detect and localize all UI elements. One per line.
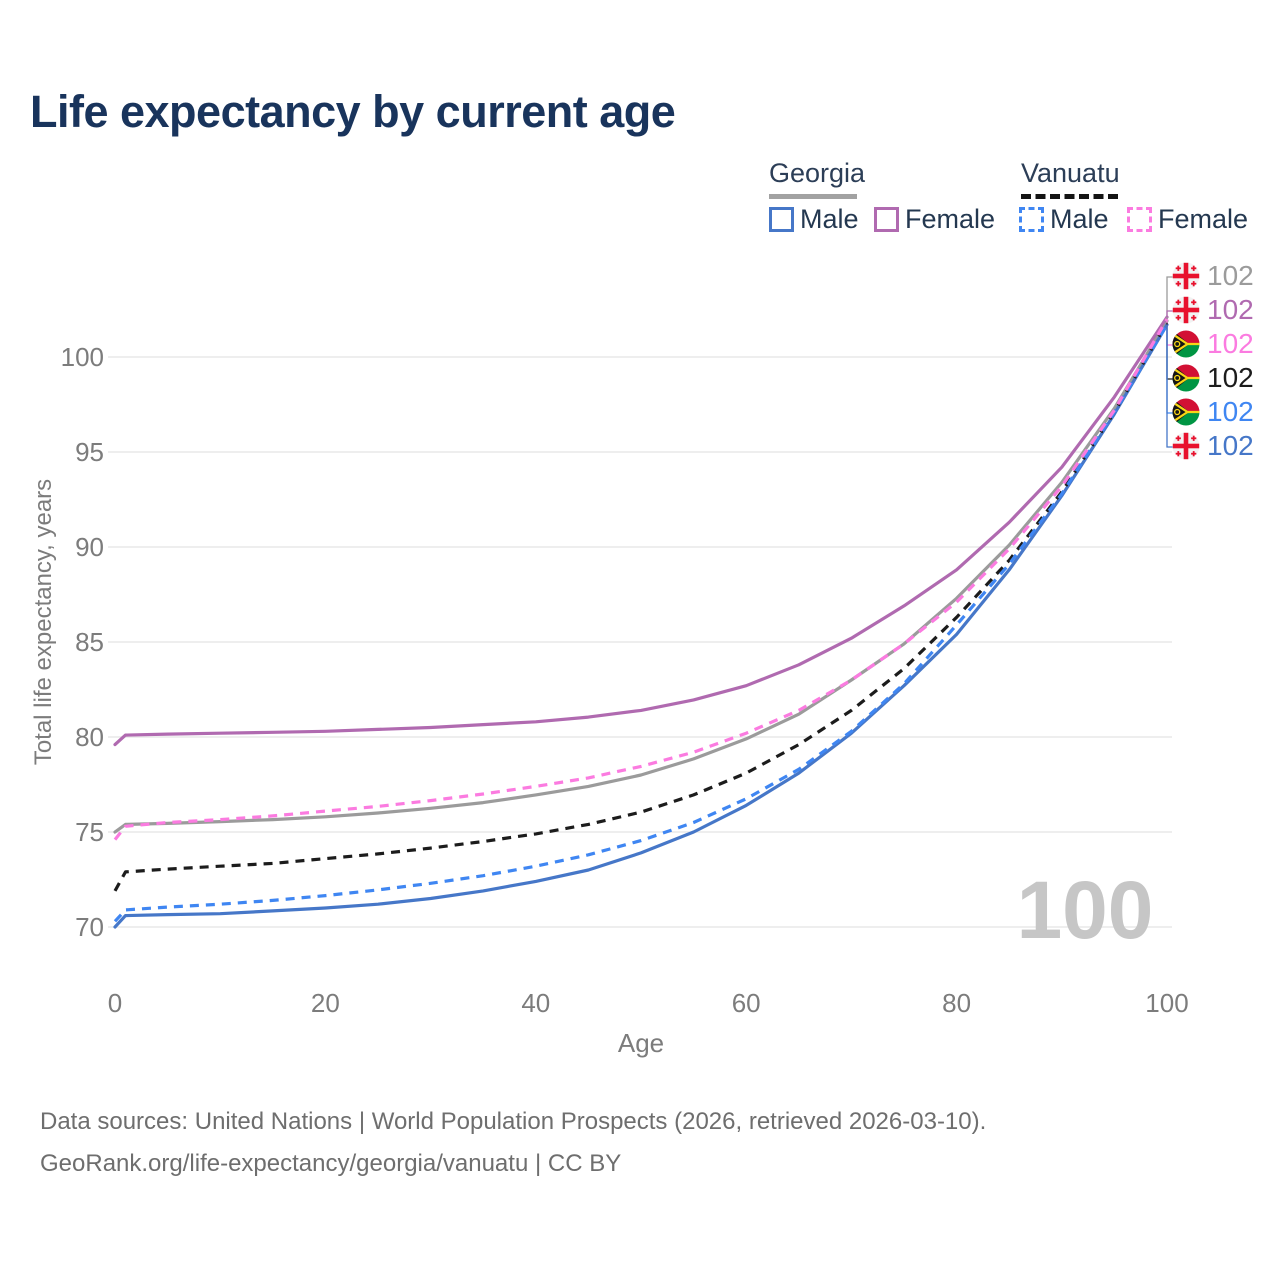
y-tick-label: 95 [75, 437, 104, 467]
vanuatu-male-swatch [1019, 207, 1044, 232]
legend-group-vanuatu[interactable]: Vanuatu [1021, 158, 1120, 199]
page-title: Life expectancy by current age [30, 86, 676, 137]
x-tick-label: 40 [521, 988, 551, 1018]
georgia-female-swatch [874, 207, 899, 232]
legend-item-vanuatu-female[interactable]: Female [1127, 204, 1248, 235]
legend-vanuatu-female-label: Female [1158, 204, 1249, 234]
legend-item-vanuatu-male[interactable]: Male [1019, 204, 1109, 235]
end-label-value: 102 [1207, 328, 1254, 359]
series-line-vanuatu-female [113, 318, 1169, 841]
legend-vanuatu-male-label: Male [1050, 204, 1109, 234]
end-label-georgia-both-sexes: 102 [1172, 260, 1254, 292]
y-tick-label: 90 [75, 532, 104, 562]
legend-item-georgia-male[interactable]: Male [769, 204, 859, 235]
end-label-vanuatu-male: 102 [1172, 396, 1254, 428]
georgia-flag-icon [1172, 296, 1200, 324]
end-label-value: 102 [1207, 430, 1254, 461]
y-tick-label: 85 [75, 627, 104, 657]
series-line-georgia-female [113, 315, 1169, 747]
y-axis-title: Total life expectancy, years [30, 478, 57, 766]
footer-attribution: GeoRank.org/life-expectancy/georgia/vanu… [40, 1150, 622, 1177]
end-label-value: 102 [1207, 396, 1254, 427]
x-tick-label: 80 [942, 988, 972, 1018]
end-label-value: 102 [1207, 294, 1254, 325]
x-tick-label: 20 [310, 988, 340, 1018]
y-tick-label: 70 [75, 912, 104, 942]
footer-sources: Data sources: United Nations | World Pop… [40, 1108, 987, 1135]
vanuatu-flag-icon [1172, 398, 1200, 426]
georgia-male-swatch [769, 207, 794, 232]
end-label-vanuatu-both-sexes: 102 [1172, 362, 1254, 394]
y-tick-label: 75 [75, 817, 104, 847]
legend-georgia-male-label: Male [800, 204, 859, 234]
x-tick-label: 0 [107, 988, 123, 1018]
legend-vanuatu-line-sample [1021, 194, 1118, 199]
legend-georgia-line-sample [769, 194, 857, 199]
series-line-vanuatu-male [113, 323, 1169, 923]
end-label-connector [1166, 324, 1173, 448]
georgia-flag-icon [1172, 262, 1200, 290]
y-tick-label: 100 [60, 342, 104, 372]
vanuatu-female-swatch [1127, 207, 1152, 232]
series-line-georgia-both-sexes [113, 319, 1169, 834]
end-label-value: 102 [1207, 260, 1254, 291]
vanuatu-flag-icon [1172, 330, 1200, 358]
legend-item-georgia-female[interactable]: Female [874, 204, 995, 235]
x-axis-title: Age [617, 1028, 665, 1058]
end-label-connector [1166, 276, 1173, 321]
end-label-georgia-female: 102 [1172, 294, 1254, 326]
end-label-vanuatu-female: 102 [1172, 328, 1254, 360]
georgia-flag-icon [1172, 432, 1200, 460]
series-line-georgia-male [113, 323, 1169, 929]
vanuatu-flag-icon [1172, 364, 1200, 392]
x-tick-label: 60 [731, 988, 761, 1018]
series-line-vanuatu-both-sexes [113, 321, 1169, 892]
legend-georgia-title[interactable]: Georgia [769, 158, 866, 188]
legend-georgia-female-label: Female [905, 204, 996, 234]
end-label-connector [1166, 310, 1173, 318]
end-label-value: 102 [1207, 362, 1254, 393]
legend-group-georgia[interactable]: Georgia [769, 158, 865, 199]
end-label-georgia-male: 102 [1172, 430, 1254, 462]
legend-vanuatu-title[interactable]: Vanuatu [1021, 158, 1120, 188]
watermark-label: 100 [1017, 865, 1154, 956]
x-tick-label: 100 [1145, 988, 1189, 1018]
y-tick-label: 80 [75, 722, 104, 752]
